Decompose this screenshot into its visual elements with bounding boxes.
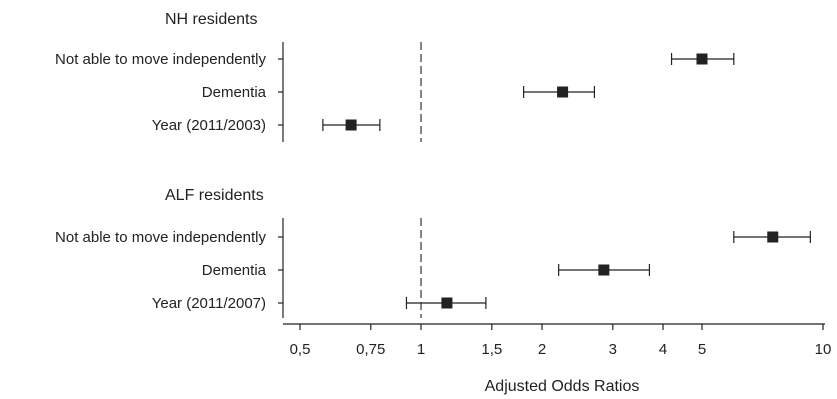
row-label: Not able to move independently bbox=[55, 51, 266, 68]
row-label: Dementia bbox=[202, 262, 267, 279]
estimate-point bbox=[557, 86, 569, 98]
x-tick-label: 0,5 bbox=[290, 341, 311, 358]
row-label: Not able to move independently bbox=[55, 229, 266, 246]
groups-layer: NH residents Not able to move independent… bbox=[55, 11, 811, 318]
estimate-point bbox=[345, 119, 357, 131]
x-tick-label: 2 bbox=[538, 341, 546, 358]
x-tick-label: 4 bbox=[659, 341, 667, 358]
x-tick-label: 5 bbox=[698, 341, 706, 358]
forest-row: Not able to move independently bbox=[55, 51, 735, 68]
row-label: Dementia bbox=[202, 84, 267, 101]
x-tick-label: 10 bbox=[815, 341, 832, 358]
forest-row: Dementia bbox=[202, 262, 651, 279]
x-tick-label: 1,5 bbox=[481, 341, 502, 358]
forest-row: Year (2011/2007) bbox=[152, 295, 487, 312]
forest-row: Not able to move independently bbox=[55, 229, 811, 246]
x-axis-label: Adjusted Odds Ratios bbox=[485, 378, 640, 395]
x-axis-ticks: 0,5 0,75 1 1,5 2 3 4 5 10 bbox=[290, 324, 832, 358]
x-tick-label: 1 bbox=[417, 341, 425, 358]
group-title-nh: NH residents bbox=[165, 11, 257, 28]
estimate-point bbox=[696, 53, 708, 65]
estimate-point bbox=[767, 231, 779, 243]
x-tick-label: 0,75 bbox=[356, 341, 385, 358]
row-label: Year (2011/2007) bbox=[152, 295, 266, 312]
group-title-alf: ALF residents bbox=[165, 187, 264, 204]
forest-row: Dementia bbox=[202, 84, 596, 101]
estimate-point bbox=[598, 264, 610, 276]
estimate-point bbox=[441, 297, 453, 309]
row-label: Year (2011/2003) bbox=[152, 117, 266, 134]
forest-row: Year (2011/2003) bbox=[152, 117, 381, 134]
x-tick-label: 3 bbox=[609, 341, 617, 358]
